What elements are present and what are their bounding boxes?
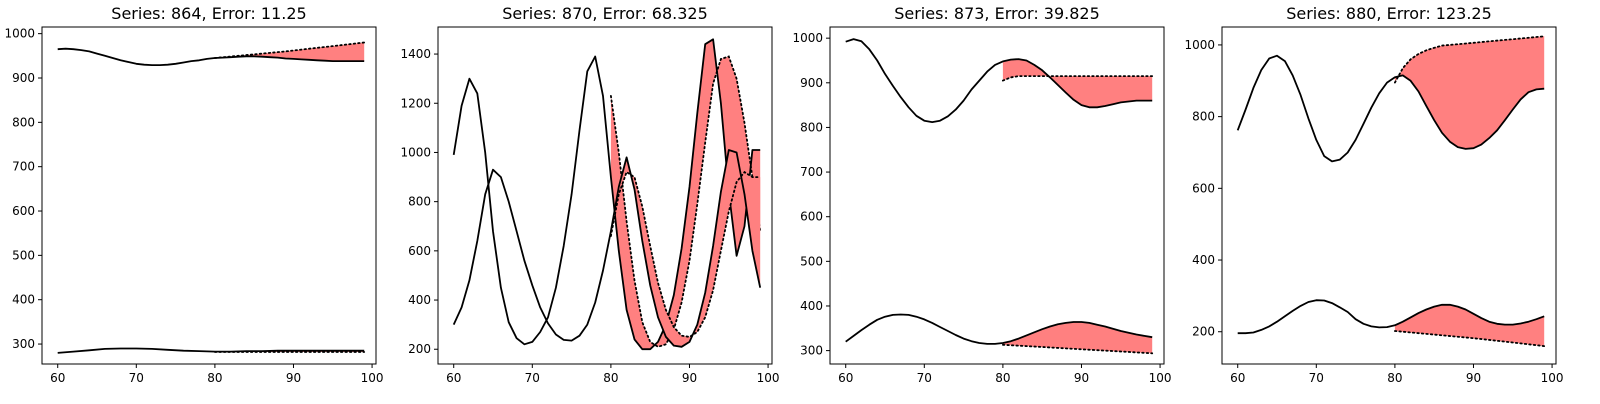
forecast-line-1 — [1002, 75, 1154, 82]
x-tick-label: 70 — [917, 371, 932, 385]
series-line-2 — [1237, 299, 1545, 335]
y-tick-label: 1000 — [400, 145, 431, 159]
x-tick-label: 80 — [1387, 371, 1402, 385]
chart-panel-2: 60 70 80 90 100 200 400 600 800 1000 1200 1400 Serie… — [400, 4, 779, 385]
y-tick-label: 300 — [800, 344, 823, 358]
x-tick-label: 100 — [361, 371, 384, 385]
y-tick-label: 800 — [1192, 110, 1215, 124]
y-tick-label: 1200 — [400, 96, 431, 110]
chart-title: Series: 873, Error: 39.825 — [894, 4, 1100, 23]
error-area-2 — [1002, 322, 1153, 354]
y-tick-label: 500 — [12, 248, 35, 262]
x-tick-label: 60 — [50, 371, 65, 385]
y-tick-label: 300 — [12, 337, 35, 351]
y-tick-label: 1000 — [1184, 38, 1215, 52]
series-line-1 — [452, 38, 761, 351]
x-tick-label: 70 — [525, 371, 540, 385]
y-tick-label: 200 — [1192, 325, 1215, 339]
x-tick-label: 60 — [446, 371, 461, 385]
x-tick-label: 60 — [838, 371, 853, 385]
y-tick-label: 1000 — [792, 31, 823, 45]
y-tick-label: 200 — [408, 342, 431, 356]
plot-area — [57, 41, 366, 354]
axes-frame — [1221, 26, 1557, 365]
y-tick-label: 700 — [12, 160, 35, 174]
y-tick-label: 900 — [12, 71, 35, 85]
y-tick-label: 700 — [800, 165, 823, 179]
forecast-line-1 — [610, 55, 762, 348]
y-tick-label: 1000 — [4, 27, 35, 41]
axes-frame — [437, 26, 773, 365]
x-tick-label: 80 — [995, 371, 1010, 385]
forecast-line-2 — [1002, 343, 1154, 355]
series-line-2 — [452, 149, 762, 348]
chart-title: Series: 880, Error: 123.25 — [1286, 4, 1492, 23]
x-tick-label: 90 — [1074, 371, 1089, 385]
y-tick-label: 1400 — [400, 47, 431, 61]
y-tick-label: 600 — [1192, 181, 1215, 195]
y-tick-label: 800 — [800, 120, 823, 134]
x-tick-label: 90 — [1466, 371, 1481, 385]
chart-title: Series: 870, Error: 68.325 — [502, 4, 708, 23]
chart-panel-4: 60 70 80 90 100 200 400 600 800 1000 Series: 880, … — [1184, 4, 1563, 385]
y-tick-label: 400 — [800, 299, 823, 313]
y-tick-label: 900 — [800, 76, 823, 90]
y-tick-label: 600 — [12, 204, 35, 218]
y-tick-label: 500 — [800, 254, 823, 268]
series-line-1 — [1236, 54, 1545, 163]
x-tick-label: 80 — [603, 371, 618, 385]
forecast-line-2 — [1394, 330, 1546, 348]
error-area-2 — [610, 150, 761, 347]
y-tick-label: 600 — [408, 244, 431, 258]
x-tick-label: 90 — [286, 371, 301, 385]
error-area-1 — [1002, 59, 1153, 108]
plot-area — [452, 38, 762, 351]
chart-title: Series: 864, Error: 11.25 — [111, 4, 306, 23]
series-line-1 — [845, 38, 1153, 123]
x-tick-label: 100 — [1541, 371, 1564, 385]
y-tick-label: 800 — [408, 195, 431, 209]
axes-frame — [41, 26, 377, 365]
series-line-1 — [57, 47, 365, 66]
y-tick-label: 800 — [12, 115, 35, 129]
y-tick-label: 600 — [800, 210, 823, 224]
series-line-2 — [845, 313, 1153, 345]
forecast-line-1 — [213, 41, 366, 59]
x-tick-label: 100 — [757, 371, 780, 385]
error-area-1 — [1394, 36, 1545, 149]
x-tick-label: 60 — [1230, 371, 1245, 385]
x-tick-label: 70 — [1309, 371, 1324, 385]
chart-panel-1: 60 70 80 90 100 300 400 500 600 700 800 900 1000 Seri… — [4, 4, 383, 385]
forecast-line-1 — [1394, 35, 1546, 84]
forecast-line-2 — [610, 170, 762, 338]
y-tick-label: 400 — [408, 293, 431, 307]
x-tick-label: 70 — [129, 371, 144, 385]
error-area-2 — [1394, 304, 1545, 347]
y-tick-label: 400 — [12, 293, 35, 307]
axes-frame — [829, 26, 1165, 365]
plot-area — [845, 38, 1154, 355]
chart-panel-3: 60 70 80 90 100 300 400 500 600 700 800 900 1000 Seri… — [792, 4, 1171, 385]
x-tick-label: 80 — [207, 371, 222, 385]
y-tick-label: 400 — [1192, 253, 1215, 267]
plot-area — [1236, 35, 1546, 348]
x-tick-label: 100 — [1149, 371, 1172, 385]
x-tick-label: 90 — [682, 371, 697, 385]
